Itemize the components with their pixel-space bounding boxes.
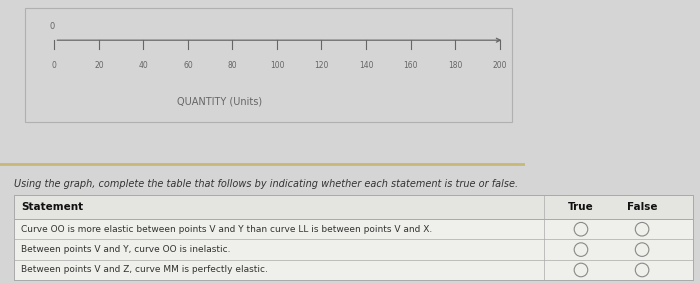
- Text: True: True: [568, 202, 594, 212]
- Text: Curve OO is more elastic between points V and Y than curve LL is between points : Curve OO is more elastic between points …: [21, 225, 432, 234]
- Text: Using the graph, complete the table that follows by indicating whether each stat: Using the graph, complete the table that…: [14, 179, 518, 189]
- Text: 80: 80: [228, 61, 237, 70]
- Text: 60: 60: [183, 61, 192, 70]
- Text: 160: 160: [403, 61, 418, 70]
- Text: 180: 180: [448, 61, 462, 70]
- Text: False: False: [626, 202, 657, 212]
- Text: 40: 40: [139, 61, 148, 70]
- Text: 100: 100: [270, 61, 284, 70]
- Bar: [14, 195, 693, 219]
- Text: 200: 200: [492, 61, 507, 70]
- Text: 140: 140: [358, 61, 373, 70]
- Text: 0: 0: [49, 22, 55, 31]
- Text: Between points V and Y, curve OO is inelastic.: Between points V and Y, curve OO is inel…: [21, 245, 230, 254]
- Text: 120: 120: [314, 61, 329, 70]
- Text: Statement: Statement: [21, 202, 83, 212]
- Text: 20: 20: [94, 61, 104, 70]
- Text: QUANTITY (Units): QUANTITY (Units): [177, 96, 262, 106]
- Text: 0: 0: [52, 61, 57, 70]
- Text: Between points V and Z, curve MM is perfectly elastic.: Between points V and Z, curve MM is perf…: [21, 265, 267, 275]
